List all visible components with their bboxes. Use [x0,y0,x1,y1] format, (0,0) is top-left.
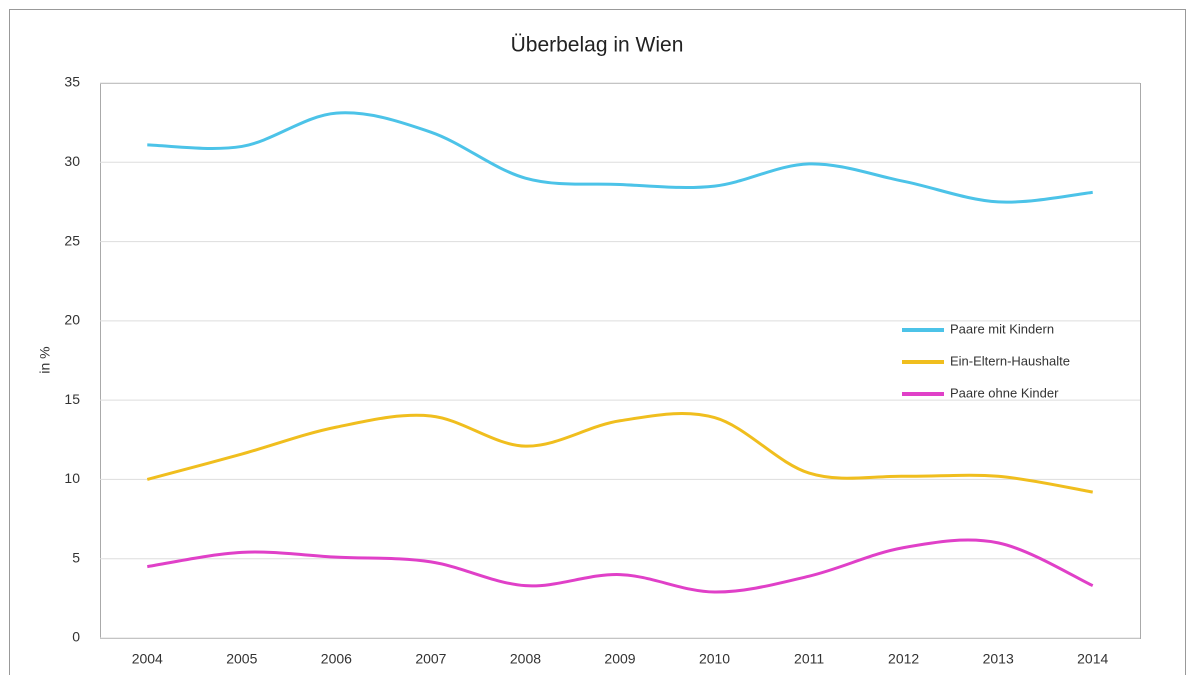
legend-label: Paare mit Kindern [950,321,1054,336]
legend-label: Ein-Eltern-Haushalte [950,353,1070,368]
x-tick-label: 2004 [132,651,163,667]
y-tick-label: 20 [64,312,80,328]
x-tick-label: 2010 [699,651,730,667]
x-tick-label: 2006 [321,651,352,667]
x-tick-label: 2007 [415,651,446,667]
y-axis-label: in % [37,346,53,373]
x-tick-label: 2014 [1077,651,1108,667]
y-tick-label: 15 [64,391,80,407]
y-tick-label: 0 [72,629,80,645]
y-tick-label: 5 [72,549,80,565]
x-tick-label: 2012 [888,651,919,667]
plot-area [100,83,1141,639]
line [147,538,1094,594]
y-tick-label: 35 [64,74,80,90]
y-tick-label: 25 [64,232,80,248]
x-tick-label: 2008 [510,651,541,667]
legend-label: Paare ohne Kinder [950,385,1059,400]
x-tick-label: 2005 [226,651,257,667]
chart-title: Überbelag in Wien [511,34,684,57]
x-tick-label: 2011 [794,651,824,667]
y-tick-label: 10 [64,470,80,486]
line [146,412,1093,494]
x-tick-label: 2009 [604,651,635,667]
y-tick-label: 30 [64,153,80,169]
x-tick-label: 2013 [983,651,1014,667]
line [147,111,1093,204]
